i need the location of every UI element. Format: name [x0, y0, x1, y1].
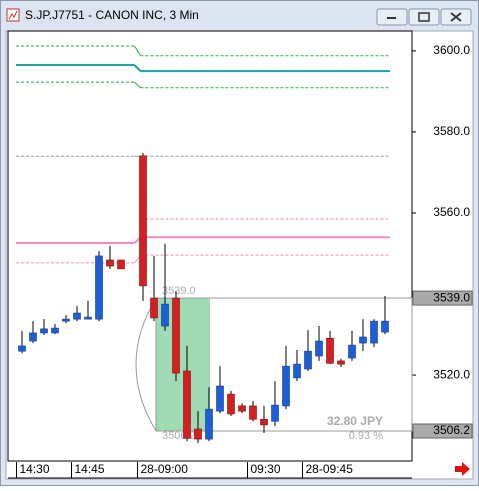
- candle-body: [216, 385, 224, 412]
- candle-body: [238, 405, 246, 412]
- indicator-step: [134, 45, 141, 56]
- candle-body: [326, 337, 334, 364]
- candle-body: [194, 428, 202, 440]
- candle-body: [139, 155, 147, 287]
- candle-body: [293, 363, 301, 379]
- x-tick-label: 14:30: [20, 462, 50, 476]
- candle-body: [18, 345, 26, 352]
- candle-body: [370, 320, 378, 344]
- window-title: S.JP.J7751 - CANON INC, 3 Min: [25, 8, 199, 22]
- measure-top-label: 3539.0: [162, 285, 196, 297]
- minimize-button[interactable]: [376, 8, 408, 26]
- x-tick-label: 14:45: [75, 462, 105, 476]
- scroll-arrow[interactable]: [455, 462, 470, 476]
- candle-body: [337, 360, 345, 365]
- indicator-step: [134, 81, 141, 89]
- candle-body: [29, 332, 37, 342]
- x-tick-label: 09:30: [251, 462, 281, 476]
- candle-body: [150, 297, 158, 319]
- candle-body: [172, 297, 180, 374]
- candle-body: [348, 344, 356, 359]
- candle-body: [40, 328, 48, 334]
- indicator-step: [133, 64, 142, 72]
- candle-body: [51, 327, 59, 334]
- y-tick-label: 3580.0: [433, 124, 470, 138]
- measure-arc: [135, 297, 157, 432]
- candle-body: [304, 350, 312, 370]
- x-tick-label: 28-09:00: [141, 462, 189, 476]
- measure-box: [155, 297, 413, 432]
- candle-body: [183, 370, 191, 439]
- measure-percent: 0.93 %: [349, 430, 383, 442]
- price-tag-top: 3539.0: [433, 290, 470, 304]
- candle-body: [315, 340, 323, 357]
- candle-body: [381, 320, 389, 333]
- candle-body: [205, 408, 213, 440]
- candle-body: [260, 418, 268, 426]
- price-tag-bottom: 3506.2: [433, 423, 470, 437]
- close-button[interactable]: [440, 8, 472, 26]
- price-tag-bottom-bg: [412, 423, 473, 439]
- candle-body: [271, 404, 279, 422]
- candle-body: [227, 393, 235, 415]
- candle-body: [249, 405, 257, 420]
- maximize-button[interactable]: [408, 8, 440, 26]
- price-tag-top-bg: [412, 290, 473, 306]
- candle-body: [73, 312, 81, 320]
- y-tick-label: 3560.0: [433, 205, 470, 219]
- candle-body: [62, 318, 70, 322]
- x-tick-label: 28-09:45: [306, 462, 354, 476]
- candle-body: [84, 316, 92, 320]
- candle-body: [161, 303, 169, 327]
- candle-body: [282, 365, 290, 407]
- candle-body: [106, 259, 114, 267]
- y-tick-label: 3520.0: [433, 367, 470, 381]
- measure-change: 32.80 JPY: [327, 414, 383, 428]
- candle-body: [95, 255, 103, 320]
- y-tick-label: 3600.0: [433, 43, 470, 57]
- candle-body: [117, 259, 125, 270]
- candle-body: [359, 336, 367, 344]
- app-icon-glyph: [8, 10, 18, 20]
